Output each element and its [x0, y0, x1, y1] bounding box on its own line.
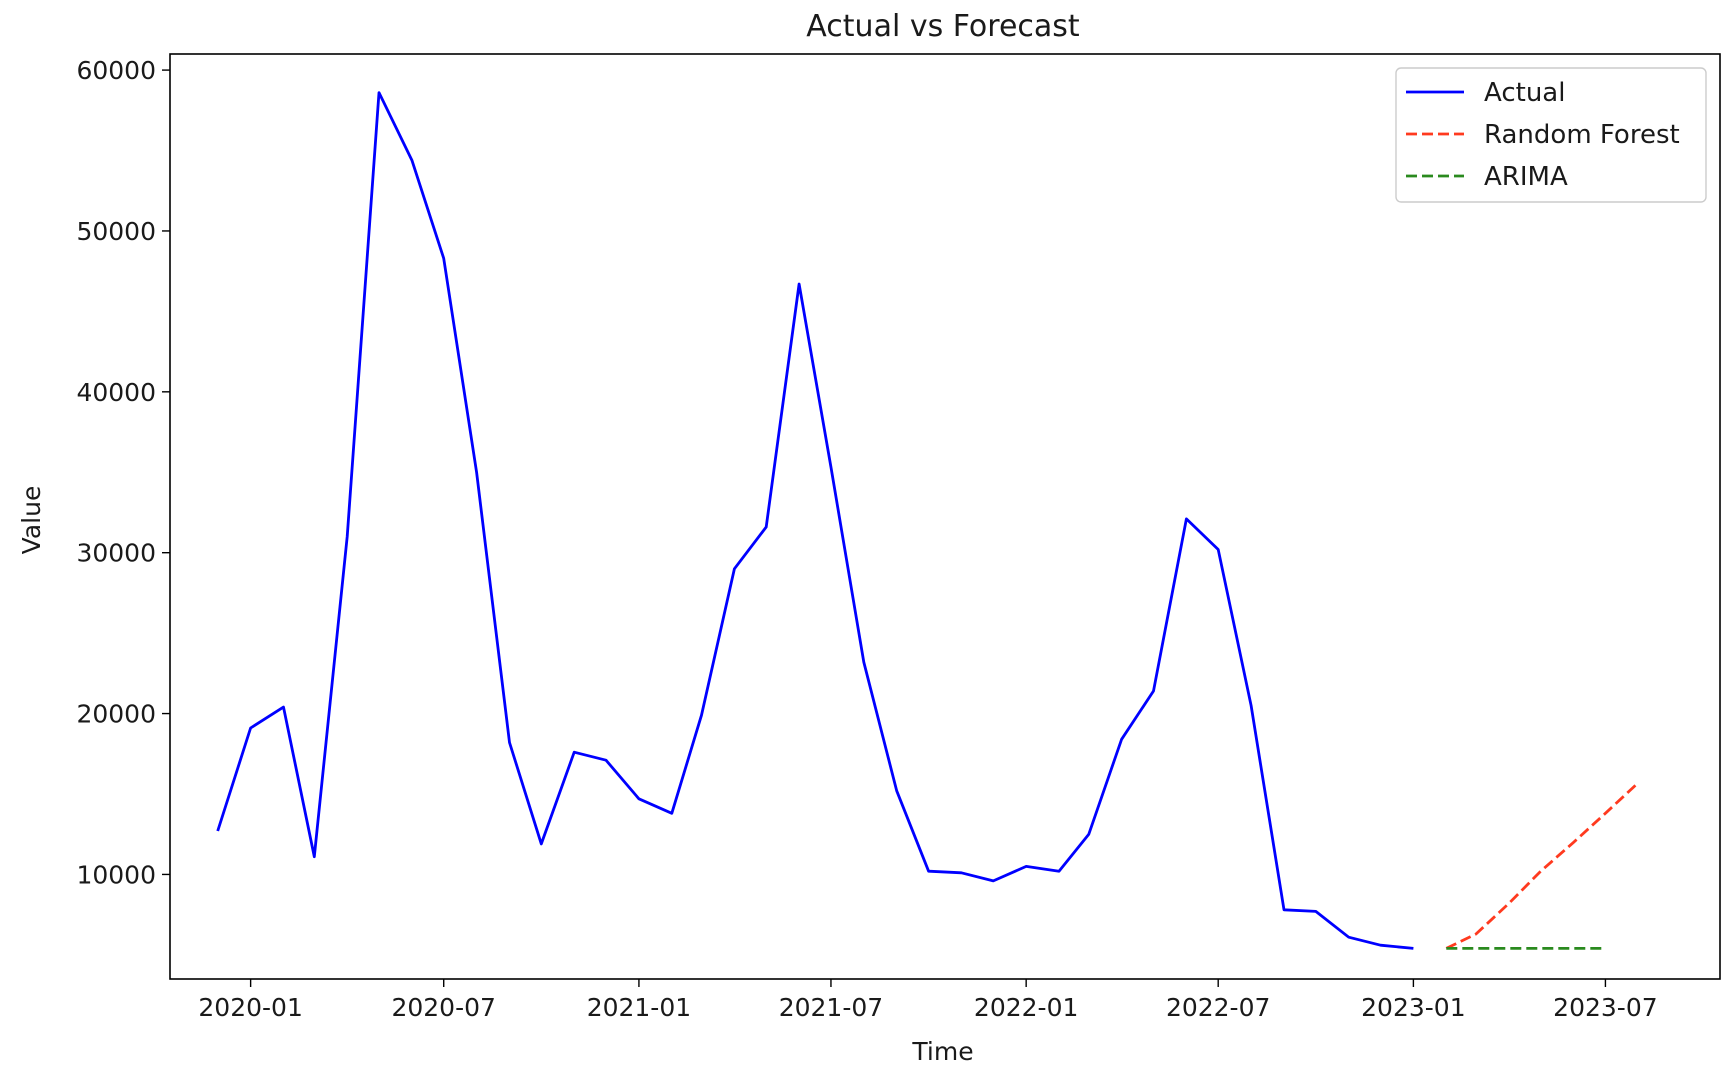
legend-label: Actual — [1484, 78, 1565, 108]
y-tick-label: 10000 — [76, 860, 156, 889]
x-tick-label: 2023-07 — [1553, 993, 1657, 1022]
y-tick-label: 60000 — [76, 56, 156, 85]
legend-label: Random Forest — [1484, 120, 1680, 150]
x-tick-label: 2020-07 — [391, 993, 495, 1022]
y-axis-title: Value — [17, 486, 46, 555]
x-tick-label: 2021-01 — [587, 993, 691, 1022]
y-tick-label: 30000 — [76, 539, 156, 568]
chart-title: Actual vs Forecast — [806, 9, 1080, 44]
y-tick-label: 50000 — [76, 217, 156, 246]
series-line-actual — [216, 91, 1414, 950]
plot-frame — [169, 53, 1721, 980]
x-tick-label: 2023-01 — [1361, 993, 1465, 1022]
legend-label: ARIMA — [1484, 162, 1568, 192]
series-line-random-forest — [1445, 781, 1640, 950]
series-lines — [216, 91, 1640, 950]
x-tick-label: 2021-07 — [779, 993, 883, 1022]
legend: Actual Random Forest ARIMA — [1395, 67, 1707, 203]
x-axis-title: Time — [911, 1037, 973, 1066]
x-tick-label: 2020-01 — [198, 993, 302, 1022]
x-tick-label: 2022-01 — [974, 993, 1078, 1022]
axis-ticks: 2020-01 2020-07 2021-01 2021-07 2022-01 2022-… — [76, 56, 1657, 1022]
x-tick-label: 2022-07 — [1166, 993, 1270, 1022]
y-tick-label: 20000 — [76, 700, 156, 729]
y-tick-label: 40000 — [76, 378, 156, 407]
legend-box — [1395, 67, 1707, 203]
